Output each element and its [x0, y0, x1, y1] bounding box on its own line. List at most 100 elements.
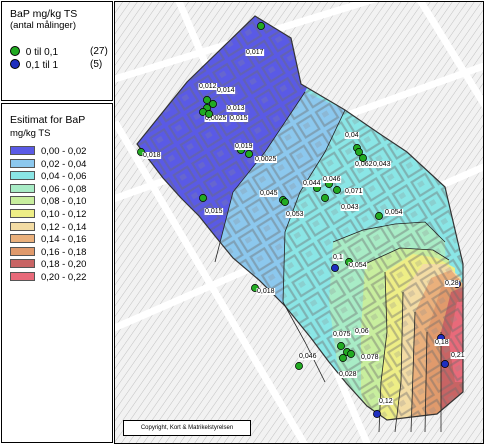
- sample-value-label: 0,014: [217, 87, 235, 94]
- sample-value-label: 0,043: [341, 204, 359, 211]
- sample-value-label: 0,046: [323, 176, 341, 183]
- sample-value-label: 0,078: [361, 354, 379, 361]
- sample-value-label: 0,21: [451, 352, 465, 359]
- sample-value-label: 0,075: [333, 331, 351, 338]
- sample-label-background: [354, 161, 374, 168]
- sample-label-background: [259, 190, 279, 197]
- estimate-legend-class-label: 0,04 - 0,06: [41, 171, 87, 183]
- sample-value-label: 0,046: [299, 353, 317, 360]
- sample-label-background: [360, 354, 380, 361]
- sample-point[interactable]: [203, 96, 211, 104]
- point-legend-title: BaP mg/kg TS: [10, 8, 78, 20]
- sample-label-background: [354, 328, 370, 335]
- sample-value-label: 0,043: [373, 161, 391, 168]
- sample-label-background: [450, 352, 466, 359]
- sample-point[interactable]: [321, 194, 329, 202]
- sample-value-label: 0,12: [379, 398, 393, 405]
- sample-label-background: [332, 331, 352, 338]
- estimate-legend-class-label: 0,08 - 0,10: [41, 196, 87, 208]
- sample-value-label: 0,012: [199, 83, 217, 90]
- estimate-legend: Esitimat for BaP mg/kg TS 0,00 - 0,02 0,0…: [1, 103, 113, 443]
- sample-point[interactable]: [205, 110, 213, 118]
- color-swatch-icon: [10, 259, 35, 269]
- sample-point[interactable]: [245, 150, 253, 158]
- sample-value-label: 0,1: [333, 254, 343, 261]
- sample-label-background: [348, 262, 368, 269]
- estimate-legend-class-label: 0,14 - 0,16: [41, 234, 87, 246]
- sample-label-background: [234, 143, 254, 150]
- sample-value-label: 0,06: [355, 328, 369, 335]
- sample-value-label: 0,18: [435, 339, 449, 346]
- point-legend-item-low: 0 til 0,1 (27): [10, 46, 108, 58]
- sample-label-background: [229, 115, 249, 122]
- sample-value-label: 0,0025: [255, 156, 277, 163]
- sample-label-background: [372, 161, 392, 168]
- sample-value-label: 0,054: [385, 209, 403, 216]
- estimate-legend-class: 0,18 - 0,20: [10, 259, 86, 270]
- sample-point[interactable]: [373, 410, 381, 418]
- sample-value-label: 0,045: [260, 190, 278, 197]
- estimate-legend-class: 0,10 - 0,12: [10, 209, 86, 220]
- sample-value-label: 0,015: [230, 115, 248, 122]
- color-swatch-icon: [10, 209, 35, 218]
- sample-point[interactable]: [333, 186, 341, 194]
- estimate-legend-class-label: 0,16 - 0,18: [41, 246, 87, 258]
- sample-label-background: [216, 87, 236, 94]
- color-swatch-icon: [10, 158, 35, 168]
- sample-value-label: 0,044: [303, 180, 321, 187]
- point-legend-range: 0 til 0,1: [25, 47, 59, 58]
- map-view[interactable]: 0,017 0,012 0,014 0,013 0,0025 0,015 0,018 0,01…: [114, 1, 484, 444]
- sample-label-background: [285, 211, 305, 218]
- sample-point[interactable]: [209, 100, 217, 108]
- sample-point[interactable]: [295, 362, 303, 370]
- color-swatch-icon: [10, 146, 35, 155]
- sample-label-background: [204, 115, 228, 122]
- sample-label-background: [198, 83, 218, 90]
- color-swatch-icon: [10, 171, 35, 181]
- point-legend: BaP mg/kg TS (antal målinger) 0 til 0,1 …: [1, 1, 113, 101]
- sample-value-label: 0,017: [246, 49, 264, 56]
- estimate-legend-class: 0,08 - 0,10: [10, 196, 86, 207]
- sample-label-background: [298, 353, 318, 360]
- sample-point[interactable]: [375, 212, 383, 220]
- estimate-legend-class: 0,16 - 0,18: [10, 246, 87, 258]
- copyright-notice: Copyright, Kort & Matrikelstyrelsen: [123, 420, 251, 436]
- sample-label-background: [340, 204, 360, 211]
- estimate-legend-class-label: 0,02 - 0,04: [41, 158, 87, 170]
- estimate-legend-subtitle: mg/kg TS: [10, 128, 51, 139]
- sample-value-label: 0,0025: [205, 115, 227, 122]
- sample-label-background: [254, 156, 278, 163]
- sample-label-background: [344, 188, 364, 195]
- sample-label-background: [378, 398, 394, 405]
- sample-label-background: [142, 152, 162, 159]
- sample-value-label: 0,013: [227, 105, 245, 112]
- estimate-legend-class-label: 0,06 - 0,08: [41, 183, 87, 195]
- sample-point[interactable]: [339, 354, 347, 362]
- contour-lines: [214, 91, 450, 433]
- estimate-legend-class: 0,20 - 0,22: [10, 272, 86, 283]
- color-swatch-icon: [10, 221, 35, 231]
- sample-point[interactable]: [331, 264, 339, 272]
- estimate-legend-class-label: 0,12 - 0,14: [41, 221, 87, 233]
- sample-label-background: [384, 209, 404, 216]
- sample-point[interactable]: [441, 360, 449, 368]
- sample-point[interactable]: [347, 350, 355, 358]
- point-legend-item-high: 0,1 til 1 (5): [10, 59, 102, 71]
- sample-point[interactable]: [359, 154, 367, 162]
- sample-point[interactable]: [355, 148, 363, 156]
- sample-point[interactable]: [199, 194, 207, 202]
- estimate-legend-class-label: 0,10 - 0,12: [41, 209, 87, 220]
- sample-label-background: [204, 208, 224, 215]
- estimate-legend-class: 0,14 - 0,16: [10, 234, 86, 245]
- sample-value-label: 0,028: [339, 371, 357, 378]
- estimate-legend-title: Esitimat for BaP: [10, 114, 86, 126]
- sample-value-label: 0,018: [143, 152, 161, 159]
- color-swatch-icon: [10, 196, 35, 206]
- sample-label-background: [344, 132, 360, 139]
- sample-point[interactable]: [257, 22, 265, 30]
- sample-point[interactable]: [337, 342, 345, 350]
- sample-point[interactable]: [281, 198, 289, 206]
- color-swatch-icon: [10, 246, 35, 256]
- sample-label-background: [338, 371, 358, 378]
